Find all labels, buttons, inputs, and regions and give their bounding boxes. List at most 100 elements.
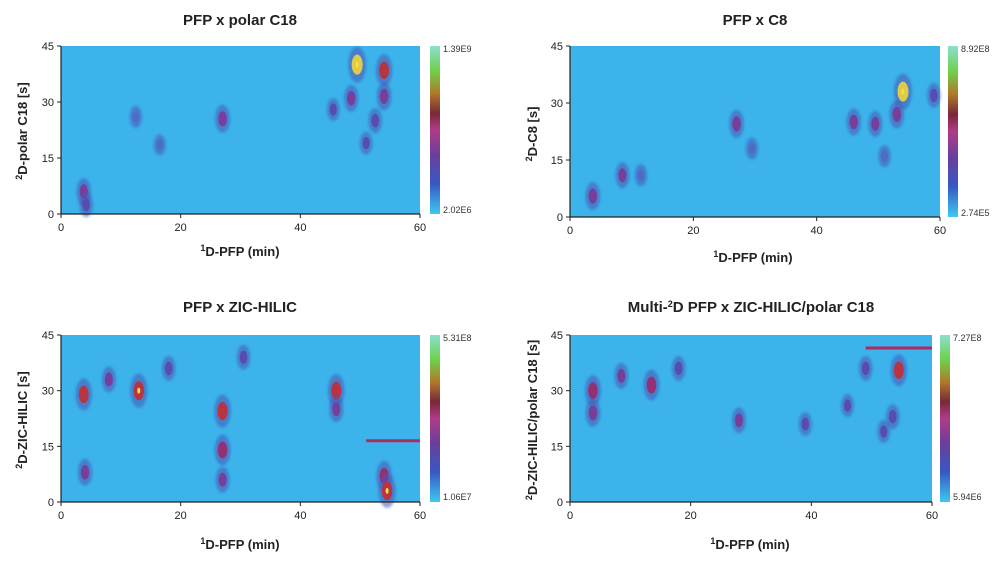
heatmap-plot-area	[569, 46, 941, 218]
colorbar-min-label: 1.06E7	[443, 492, 472, 502]
heatmap-peak	[78, 385, 89, 404]
x-tick-label: 40	[811, 225, 823, 237]
heatmap-peak	[588, 382, 598, 400]
colorbar-max-label: 5.31E8	[443, 333, 472, 343]
heatmap-peak	[732, 116, 741, 132]
colorbar-gradient	[940, 335, 950, 502]
y-tick-label: 0	[557, 212, 563, 224]
heatmap-peak	[880, 425, 888, 438]
y-axis-label: 2D-C8 [s]	[524, 107, 540, 162]
x-axis-label: 1D-PFP (min)	[710, 536, 789, 552]
heatmap-peak	[218, 472, 227, 487]
heatmap-peak	[734, 413, 743, 428]
heatmap-peak	[871, 116, 880, 131]
x-axis-label: 1D-PFP (min)	[200, 536, 279, 552]
heatmap-peak	[332, 402, 341, 417]
colorbar: 8.92E8 2.74E5	[948, 44, 990, 218]
x-tick-label: 60	[414, 510, 426, 522]
colorbar-gradient	[948, 46, 958, 217]
heatmap-peak	[881, 150, 888, 162]
heatmap-plot-area	[569, 335, 932, 503]
heatmap-peak	[849, 114, 858, 130]
heatmap-peak	[618, 168, 627, 183]
heatmap-peak-max	[137, 387, 141, 394]
x-tick-label: 40	[294, 222, 306, 234]
y-axis-ticks: 0 15 30 45	[42, 330, 61, 509]
heatmap-peak	[892, 106, 902, 122]
y-tick-label: 15	[42, 441, 54, 453]
y-tick-label: 45	[551, 330, 563, 342]
colorbar: 7.27E8 5.94E6	[940, 333, 982, 502]
colorbar-max-label: 8.92E8	[961, 44, 990, 54]
heatmap-peak	[217, 441, 228, 459]
heatmap-peak	[239, 350, 248, 364]
panel-pfp-polar-c18: PFP x polar C18 0 15 30 45 0 20 40 60 1D-PFP (…	[14, 12, 472, 259]
x-axis-label: 1D-PFP (min)	[200, 243, 279, 259]
x-axis-label: 1D-PFP (min)	[713, 249, 792, 265]
heatmap-background	[570, 335, 932, 502]
x-tick-label: 0	[58, 510, 64, 522]
y-axis-ticks: 0 15 30 45	[42, 41, 61, 221]
colorbar-max-label: 7.27E8	[953, 333, 982, 343]
heatmap-peak	[379, 88, 389, 104]
heatmap-peak	[617, 368, 626, 383]
x-axis-ticks: 0 20 40 60	[58, 502, 426, 522]
y-tick-label: 0	[48, 497, 54, 509]
heatmap-peak	[674, 361, 683, 376]
x-tick-label: 60	[934, 225, 946, 237]
y-tick-label: 15	[551, 155, 563, 167]
colorbar: 5.31E8 1.06E7	[430, 333, 472, 502]
heatmap-peak-max	[385, 487, 389, 494]
heatmap-peak	[929, 88, 938, 103]
x-tick-label: 0	[58, 222, 64, 234]
colorbar-min-label: 2.74E5	[961, 208, 990, 218]
y-tick-label: 45	[42, 330, 54, 342]
heatmap-peak	[347, 90, 356, 106]
heatmap-peak	[588, 405, 598, 421]
heatmap-peak	[217, 401, 228, 421]
colorbar-max-label: 1.39E9	[443, 44, 472, 54]
x-tick-label: 20	[687, 225, 699, 237]
heatmap-peak	[329, 103, 337, 116]
heatmap-peak	[331, 381, 342, 400]
heatmap-peak	[104, 372, 113, 387]
y-axis-ticks: 0 15 30 45	[551, 41, 570, 224]
heatmap-peak	[80, 465, 90, 480]
panel-pfp-zic-hilic: PFP x ZIC-HILIC 0 15 30 45 0 20 40 60 1D-PFP (…	[14, 299, 472, 552]
colorbar-min-label: 5.94E6	[953, 492, 982, 502]
heatmap-peak	[646, 376, 657, 394]
colorbar: 1.39E9 2.02E6	[430, 44, 472, 215]
y-tick-label: 45	[42, 41, 54, 53]
heatmap-peak	[637, 169, 645, 181]
heatmap-plot-area	[60, 335, 420, 508]
heatmap-peak	[588, 188, 598, 204]
x-tick-label: 0	[567, 225, 573, 237]
heatmap-peak	[893, 361, 904, 380]
y-tick-label: 30	[551, 98, 563, 110]
heatmap-peak-max	[901, 88, 905, 95]
x-axis-ticks: 0 20 40 60	[58, 214, 426, 234]
panel-title: PFP x ZIC-HILIC	[183, 299, 297, 316]
heatmap-peak	[371, 113, 379, 128]
heatmap-peak	[156, 139, 163, 151]
colorbar-gradient	[430, 335, 440, 502]
panel-pfp-c8: PFP x C8 0 15 30 45 0 20 40 60 1D-PFP (min) 2D…	[524, 12, 990, 265]
heatmap-peak	[218, 111, 227, 127]
heatmap-peak	[843, 399, 852, 412]
heatmap-peak	[861, 361, 870, 376]
y-tick-label: 15	[42, 153, 54, 165]
y-tick-label: 30	[551, 386, 563, 398]
colorbar-gradient	[430, 46, 440, 214]
x-tick-label: 60	[414, 222, 426, 234]
heatmap-peak	[164, 361, 173, 376]
heatmap-background	[570, 46, 940, 217]
y-axis-label: 2D-ZIC-HILIC [s]	[14, 371, 30, 468]
heatmap-peak	[801, 417, 809, 431]
y-tick-label: 0	[48, 209, 54, 221]
x-tick-label: 20	[175, 222, 187, 234]
heatmap-peak	[379, 61, 389, 80]
heatmap-peak	[888, 409, 897, 424]
y-axis-ticks: 0 15 30 45	[551, 330, 570, 509]
heatmap-peak	[132, 111, 140, 123]
heatmap-background	[61, 46, 420, 214]
